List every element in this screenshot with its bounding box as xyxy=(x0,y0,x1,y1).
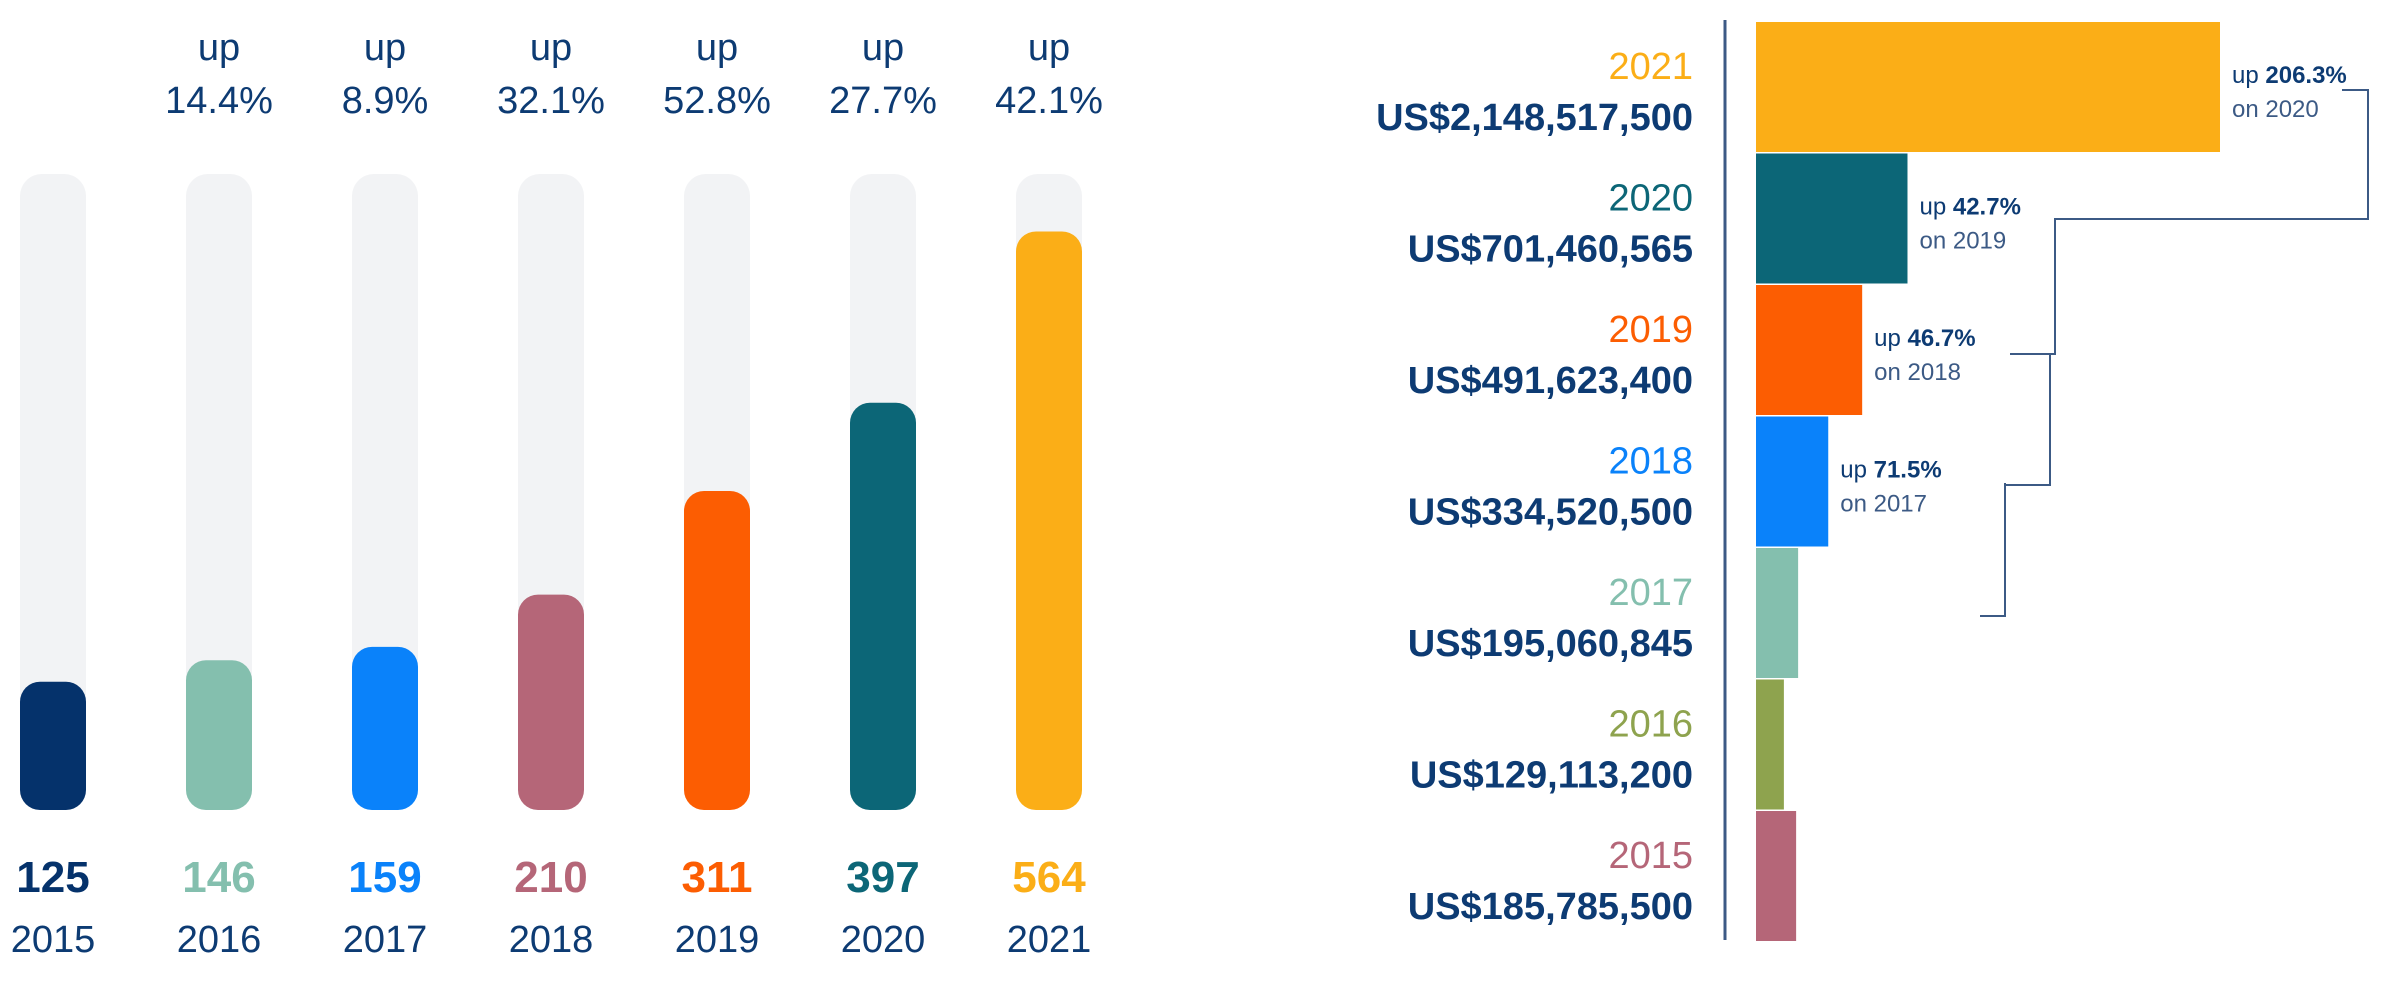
value-label-2018: 210 xyxy=(514,853,587,902)
growth-annotation-note-2021: on 2020 xyxy=(2232,96,2319,123)
value-label-2019: 311 xyxy=(682,853,753,902)
value-label-2015: 125 xyxy=(16,853,89,902)
year-label-2016: 2016 xyxy=(177,919,262,961)
hbar-year-label-2018: 2018 xyxy=(1608,441,1693,483)
year-label-2017: 2017 xyxy=(343,919,428,961)
year-label-2019: 2019 xyxy=(675,919,760,961)
year-label-2018: 2018 xyxy=(509,919,594,961)
hbar-2015 xyxy=(1756,811,1797,941)
hbar-2017 xyxy=(1756,548,1799,678)
hbar-value-label-2021: US$2,148,517,500 xyxy=(1376,97,1693,139)
hbar-value-label-2018: US$334,520,500 xyxy=(1408,492,1693,534)
growth-annotation-note-2019: on 2018 xyxy=(1874,359,1961,386)
growth-value-2019: 52.8% xyxy=(663,80,771,122)
annotation-connector-line xyxy=(2010,89,2369,355)
growth-value-2016: 14.4% xyxy=(165,80,273,122)
vertical-bar-chart: 125 2015 146 2016 up 14.4% 159 2017 up 8.9% 210 201… xyxy=(11,27,1103,961)
growth-word-2017: up xyxy=(364,27,406,69)
bar-2018 xyxy=(518,594,584,810)
bar-track xyxy=(20,174,86,810)
hbar-year-label-2020: 2020 xyxy=(1608,178,1693,220)
hbar-year-label-2015: 2015 xyxy=(1608,835,1693,877)
growth-value-2017: 8.9% xyxy=(342,80,429,122)
hbar-value-label-2019: US$491,623,400 xyxy=(1408,360,1693,402)
hbar-2021 xyxy=(1756,22,2220,152)
annotation-connector-line xyxy=(1980,483,2050,617)
value-label-2020: 397 xyxy=(846,853,919,902)
growth-annotation-2020: up 42.7% xyxy=(1919,194,2020,221)
hbar-value-label-2020: US$701,460,565 xyxy=(1408,229,1693,271)
hbar-year-label-2017: 2017 xyxy=(1608,572,1693,614)
value-label-2016: 146 xyxy=(182,853,255,902)
bar-2015 xyxy=(20,681,86,810)
growth-annotation-note-2020: on 2019 xyxy=(1919,228,2006,255)
growth-annotation-2018: up 71.5% xyxy=(1840,457,1941,484)
hbar-year-label-2016: 2016 xyxy=(1608,704,1693,746)
hbar-2020 xyxy=(1756,153,1908,284)
hbar-value-label-2015: US$185,785,500 xyxy=(1408,886,1693,928)
growth-word-2018: up xyxy=(530,27,572,69)
bar-2017 xyxy=(352,646,418,810)
hbar-value-label-2016: US$129,113,200 xyxy=(1410,755,1693,797)
hbar-2016 xyxy=(1756,679,1784,810)
hbar-2018 xyxy=(1756,416,1829,547)
horizontal-bar-chart: 2021 US$2,148,517,500 2020 US$701,460,565 20… xyxy=(1376,20,2369,941)
growth-word-2020: up xyxy=(862,27,904,69)
bar-2016 xyxy=(186,660,252,810)
year-label-2021: 2021 xyxy=(1007,919,1092,961)
growth-word-2019: up xyxy=(696,27,738,69)
value-label-2021: 564 xyxy=(1012,853,1086,902)
hbar-year-label-2021: 2021 xyxy=(1608,46,1693,88)
year-label-2015: 2015 xyxy=(11,919,96,961)
value-label-2017: 159 xyxy=(348,853,421,902)
growth-value-2018: 32.1% xyxy=(497,80,605,122)
bar-track xyxy=(186,174,252,810)
growth-word-2021: up xyxy=(1028,27,1070,69)
growth-annotation-2021: up 206.3% xyxy=(2232,62,2347,89)
growth-annotation-note-2018: on 2017 xyxy=(1840,491,1927,518)
growth-annotation-2019: up 46.7% xyxy=(1874,325,1975,352)
bar-2021 xyxy=(1016,231,1082,810)
growth-value-2021: 42.1% xyxy=(995,80,1103,122)
growth-word-2016: up xyxy=(198,27,240,69)
annotation-connector-line xyxy=(2005,353,2055,486)
bar-2020 xyxy=(850,402,916,810)
hbar-2019 xyxy=(1756,285,1863,415)
year-label-2020: 2020 xyxy=(841,919,926,961)
hbar-year-label-2019: 2019 xyxy=(1608,309,1693,351)
hbar-value-label-2017: US$195,060,845 xyxy=(1408,623,1693,665)
bar-2019 xyxy=(684,490,750,810)
growth-value-2020: 27.7% xyxy=(829,80,937,122)
